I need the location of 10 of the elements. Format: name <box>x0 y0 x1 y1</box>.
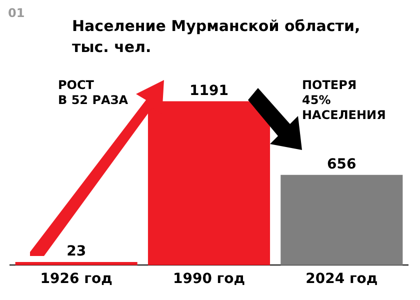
data-label: 1191 <box>190 82 228 99</box>
x-tick-label: 1990 год <box>172 271 246 288</box>
data-label: 23 <box>66 244 86 260</box>
x-tick-label: 2024 год <box>306 271 378 288</box>
annotation: РОСТ В 52 РАЗА <box>58 78 128 108</box>
text: 01 <box>8 6 25 21</box>
data-label: 656 <box>327 156 356 173</box>
annotation: ПОТЕРЯ 45% НАСЕЛЕНИЯ <box>302 78 386 123</box>
x-tick-label: 1926 год <box>40 271 112 288</box>
chart-title: Население Мурманской области, тыс. чел. <box>72 16 362 58</box>
